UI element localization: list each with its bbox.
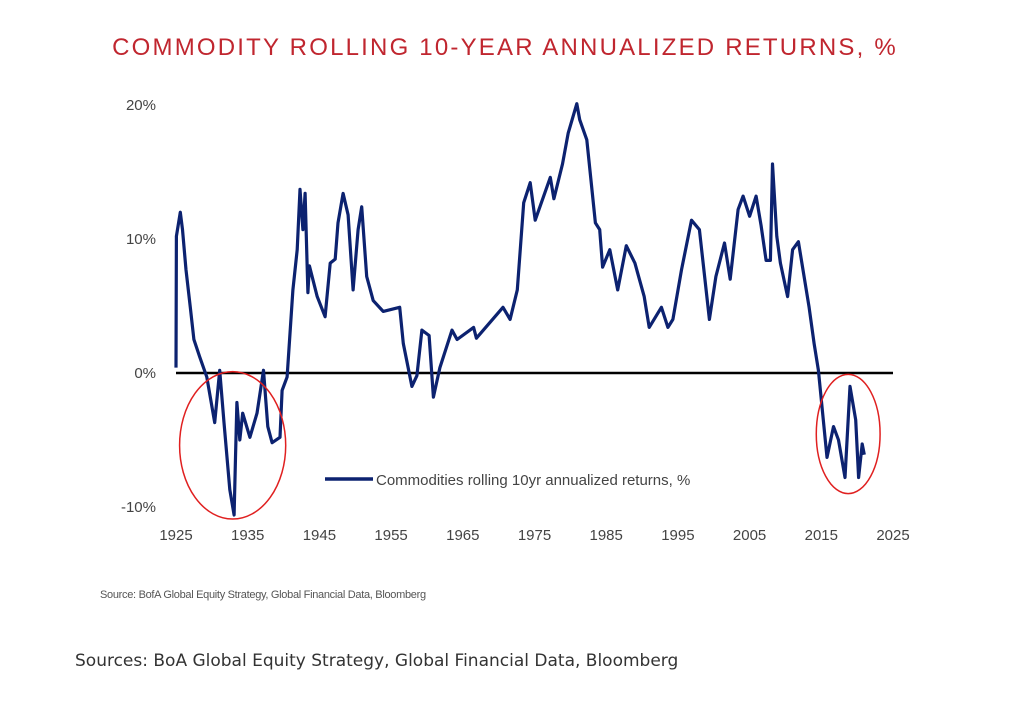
- x-tick-label: 2025: [876, 527, 909, 544]
- x-tick-label: 1965: [446, 527, 479, 544]
- series-line-commodities: [174, 102, 866, 517]
- x-tick-label: 1955: [374, 527, 407, 544]
- x-tick-label: 1995: [661, 527, 694, 544]
- x-tick-label: 1985: [590, 527, 623, 544]
- x-tick-label: 2005: [733, 527, 766, 544]
- x-tick-label: 1935: [231, 527, 264, 544]
- x-tick-label: 1925: [159, 527, 192, 544]
- x-tick-label: 1975: [518, 527, 551, 544]
- sources-caption: Sources: BoA Global Equity Strategy, Glo…: [75, 651, 679, 671]
- chart-title: COMMODITY ROLLING 10-YEAR ANNUALIZED RET…: [112, 34, 898, 61]
- annotations: [178, 370, 881, 520]
- chart-source-note: Source: BofA Global Equity Strategy, Glo…: [100, 589, 426, 601]
- legend: Commodities rolling 10yr annualized retu…: [325, 472, 690, 489]
- legend-label: Commodities rolling 10yr annualized retu…: [376, 472, 690, 489]
- highlight-circle-1930s: [178, 370, 287, 520]
- y-tick-label: 0%: [134, 365, 156, 382]
- x-axis-ticks: 1925 1935 1945 1955 1965 1975 1985 1995 2005 2015…: [159, 527, 909, 544]
- y-tick-label: -10%: [121, 499, 156, 516]
- y-axis-ticks: 20% 10% 0% -10%: [121, 97, 156, 516]
- highlight-circle-2010s: [815, 373, 881, 495]
- x-tick-label: 1945: [303, 527, 336, 544]
- y-tick-label: 20%: [126, 97, 156, 114]
- x-tick-label: 2015: [805, 527, 838, 544]
- y-tick-label: 10%: [126, 231, 156, 248]
